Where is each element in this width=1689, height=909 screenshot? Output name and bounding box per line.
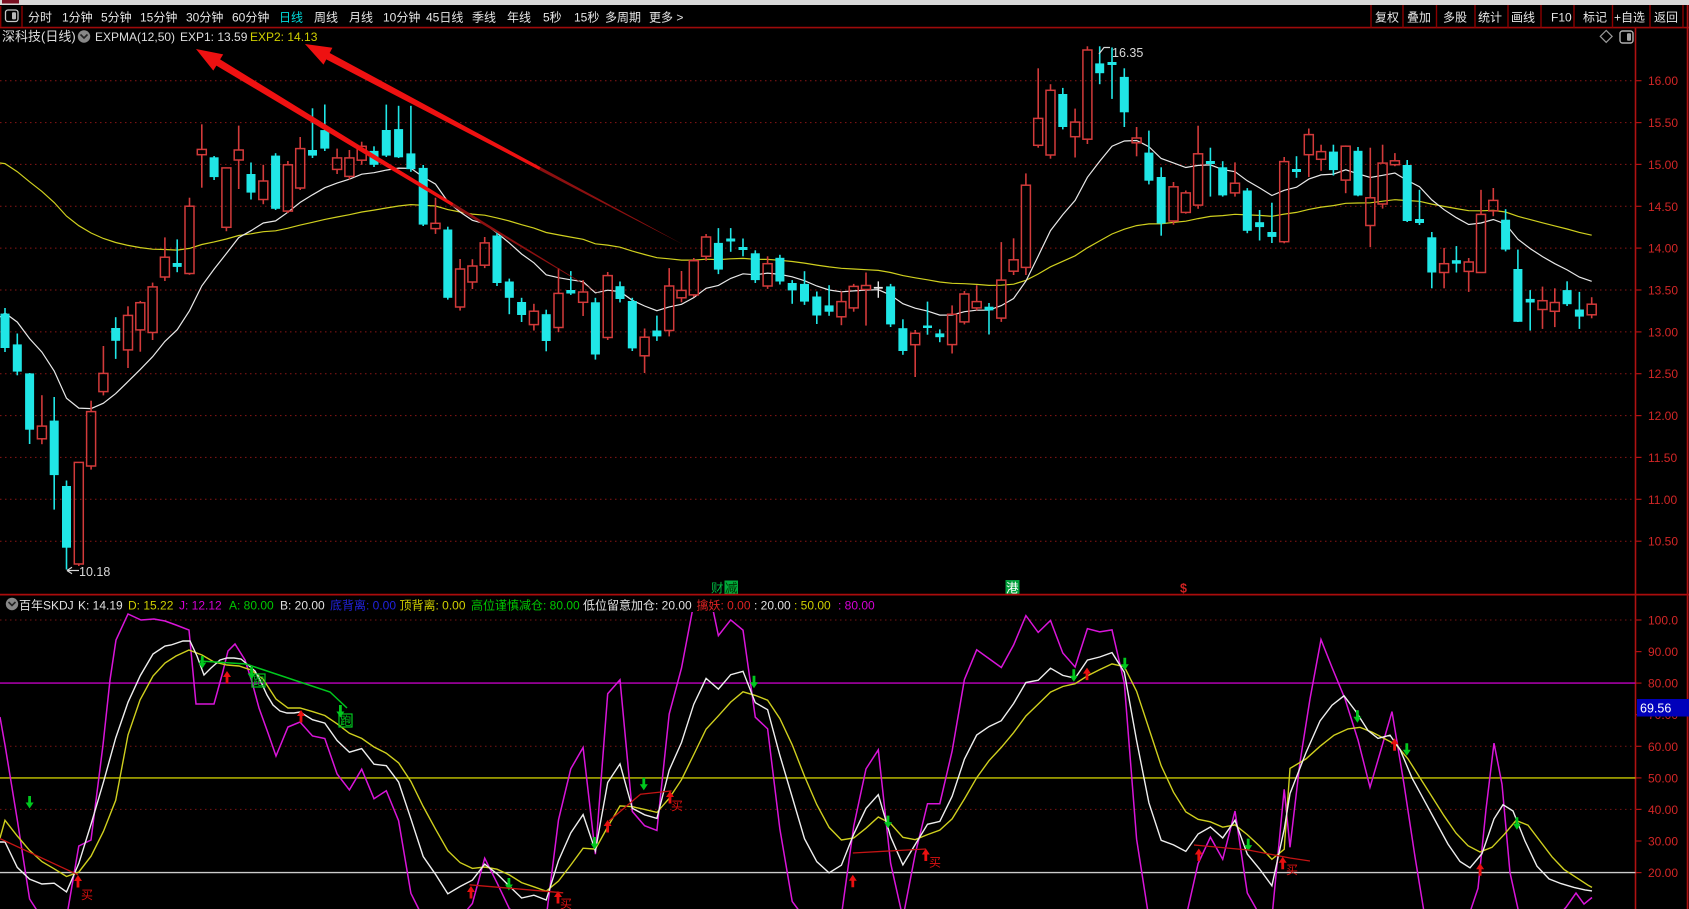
svg-text:买: 买 xyxy=(929,856,941,870)
svg-text:90.00: 90.00 xyxy=(1648,645,1678,659)
svg-text:12.50: 12.50 xyxy=(1648,367,1678,381)
svg-text:EXP2: 14.13: EXP2: 14.13 xyxy=(250,30,318,44)
svg-text:15.00: 15.00 xyxy=(1648,158,1678,172)
svg-text:K: 14.19: K: 14.19 xyxy=(78,599,123,613)
svg-text:底背离: 0.00: 底背离: 0.00 xyxy=(330,598,396,613)
svg-text:EXP1: 13.59: EXP1: 13.59 xyxy=(180,30,248,44)
svg-text:: 80.00: : 80.00 xyxy=(838,599,875,613)
svg-text:跑: 跑 xyxy=(340,714,352,728)
svg-text:年线: 年线 xyxy=(507,11,531,25)
svg-text:+自选: +自选 xyxy=(1614,11,1645,25)
svg-text:A: 80.00: A: 80.00 xyxy=(229,599,274,613)
svg-text:1分钟: 1分钟 xyxy=(62,10,93,25)
svg-text:F10: F10 xyxy=(1551,11,1572,25)
svg-text:财: 财 xyxy=(711,582,724,596)
svg-text:10.18: 10.18 xyxy=(79,565,110,579)
svg-text:统计: 统计 xyxy=(1478,11,1502,25)
svg-text:低位留意加仓: 20.00: 低位留意加仓: 20.00 xyxy=(583,598,692,613)
svg-text:多周期: 多周期 xyxy=(605,11,641,25)
svg-text:13.50: 13.50 xyxy=(1648,284,1678,298)
svg-text:多股: 多股 xyxy=(1443,11,1467,25)
svg-text:10.50: 10.50 xyxy=(1648,535,1678,549)
svg-text:15.50: 15.50 xyxy=(1648,116,1678,130)
svg-text:更多 >: 更多 > xyxy=(649,11,683,25)
svg-text:10分钟: 10分钟 xyxy=(383,10,420,25)
svg-text:11.50: 11.50 xyxy=(1648,451,1677,465)
svg-text:日线: 日线 xyxy=(279,11,303,25)
svg-text:60.00: 60.00 xyxy=(1648,740,1678,754)
svg-text:5分钟: 5分钟 xyxy=(101,10,132,25)
svg-text:14.50: 14.50 xyxy=(1648,200,1678,214)
svg-text:买: 买 xyxy=(1286,863,1298,877)
svg-text:叠加: 叠加 xyxy=(1407,11,1431,25)
svg-text:69.56: 69.56 xyxy=(1640,702,1671,716)
svg-text:16.35: 16.35 xyxy=(1112,46,1143,60)
svg-text:$: $ xyxy=(1180,582,1187,596)
svg-text:分时: 分时 xyxy=(28,11,52,25)
svg-text:16.00: 16.00 xyxy=(1648,74,1678,88)
svg-text:60分钟: 60分钟 xyxy=(232,10,269,25)
svg-text:100.0: 100.0 xyxy=(1648,614,1678,628)
svg-text:高位谨慎减仓: 80.00: 高位谨慎减仓: 80.00 xyxy=(471,598,580,613)
svg-text:擒妖: 0.00: 擒妖: 0.00 xyxy=(697,598,751,613)
svg-text:12.00: 12.00 xyxy=(1648,409,1678,423)
svg-text:跑: 跑 xyxy=(253,674,265,688)
svg-text:11.00: 11.00 xyxy=(1648,493,1677,507)
svg-text:周线: 周线 xyxy=(314,11,338,25)
svg-text:5秒: 5秒 xyxy=(543,11,562,25)
svg-text:标记: 标记 xyxy=(1583,11,1607,25)
svg-text:J: 12.12: J: 12.12 xyxy=(179,599,222,613)
svg-text:80.00: 80.00 xyxy=(1648,677,1678,691)
svg-text:50.00: 50.00 xyxy=(1648,771,1678,785)
svg-text:B: 20.00: B: 20.00 xyxy=(280,599,325,613)
svg-text:返回: 返回 xyxy=(1654,11,1678,25)
svg-text:买: 买 xyxy=(671,799,683,813)
svg-text:百年SKDJ: 百年SKDJ xyxy=(19,599,74,613)
svg-text:: 50.00: : 50.00 xyxy=(794,599,831,613)
svg-text:买: 买 xyxy=(560,897,572,909)
svg-text:EXPMA(12,50): EXPMA(12,50) xyxy=(95,30,175,44)
svg-text:复权: 复权 xyxy=(1375,11,1399,25)
svg-text:15分钟: 15分钟 xyxy=(140,10,177,25)
svg-text:30分钟: 30分钟 xyxy=(186,10,223,25)
svg-text:30.00: 30.00 xyxy=(1648,835,1678,849)
svg-text:减: 减 xyxy=(725,582,738,596)
svg-text:画线: 画线 xyxy=(1511,11,1535,25)
svg-text:13.00: 13.00 xyxy=(1648,325,1678,339)
svg-text:季线: 季线 xyxy=(472,11,496,25)
svg-text:40.00: 40.00 xyxy=(1648,803,1678,817)
svg-text:D: 15.22: D: 15.22 xyxy=(128,599,174,613)
svg-text:港: 港 xyxy=(1006,582,1019,596)
svg-text:14.00: 14.00 xyxy=(1648,242,1678,256)
svg-text:顶背离: 0.00: 顶背离: 0.00 xyxy=(400,598,466,613)
svg-text:深科技(日线): 深科技(日线) xyxy=(2,29,76,44)
svg-text:20.00: 20.00 xyxy=(1648,866,1678,880)
svg-text:: 20.00: : 20.00 xyxy=(754,599,791,613)
svg-text:买: 买 xyxy=(81,888,93,902)
svg-text:15秒: 15秒 xyxy=(574,11,599,25)
svg-text:45日线: 45日线 xyxy=(426,11,463,25)
svg-text:月线: 月线 xyxy=(349,11,373,25)
